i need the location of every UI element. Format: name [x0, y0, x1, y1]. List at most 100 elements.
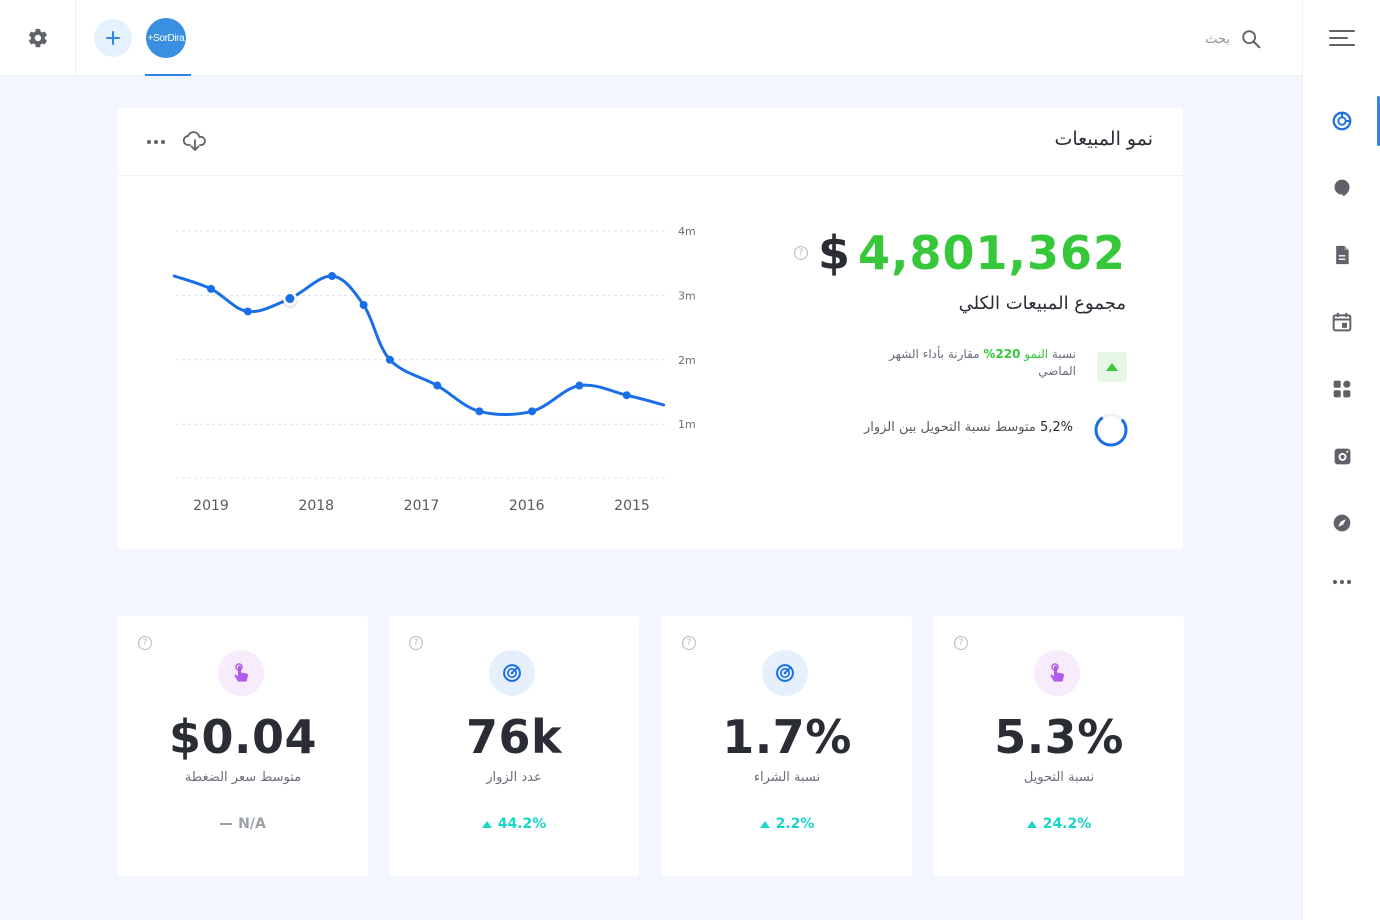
search-box [1196, 22, 1276, 56]
touch-icon [234, 663, 249, 682]
growth-prefix: نسبة [1051, 347, 1076, 361]
document-icon [1336, 245, 1349, 265]
stat-icon-badge [218, 650, 264, 696]
radar-icon [776, 664, 794, 682]
calendar-icon [1332, 312, 1352, 332]
dash-icon [220, 823, 233, 825]
help-icon[interactable]: ? [138, 636, 152, 650]
sales-card-header: نمو المبيعات [118, 108, 1183, 176]
brand-tab[interactable]: +SorDira [145, 17, 191, 76]
stat-label: عدد الزوار [486, 770, 542, 785]
data-point[interactable] [207, 284, 215, 293]
stat-change-value: N/A [238, 816, 266, 832]
cloud-download-button[interactable] [182, 128, 208, 154]
triangle-up-icon [759, 820, 770, 828]
sales-chart-svg: 4m 3m 2m 1m 2019 2018 2017 2016 2015 [172, 225, 696, 514]
highlighted-data-point[interactable] [285, 294, 295, 304]
search-input[interactable] [1196, 24, 1240, 54]
sidebar-item-explore[interactable] [1322, 503, 1362, 543]
sidebar-item-more[interactable] [1322, 562, 1362, 602]
data-point[interactable] [475, 407, 484, 416]
stat-change: 44.2% [389, 816, 639, 832]
compass-icon [1333, 514, 1351, 532]
add-button[interactable] [94, 19, 132, 57]
data-point[interactable] [385, 355, 394, 364]
top-bar: +SorDira [0, 0, 1302, 76]
gear-icon [28, 28, 47, 48]
y-tick-label: 3m [678, 289, 696, 302]
stat-label: نسبة التحويل [1023, 770, 1095, 785]
growth-up-badge [1097, 352, 1127, 382]
stat-card-purchase-rate: ? 1.7% نسبة الشراء 2.2% [662, 616, 912, 876]
sales-growth-card: نمو المبيعات 4m 3m 2m 1m 2019 2018 2017 2016 201… [118, 108, 1183, 549]
data-point[interactable] [328, 272, 337, 280]
x-tick-label: 2019 [193, 498, 229, 514]
stat-change: 2.2% [662, 816, 912, 832]
total-sales-currency: $ [817, 226, 850, 280]
progress-ring-icon [1094, 413, 1128, 447]
sidebar-item-camera[interactable] [1322, 436, 1362, 476]
conversion-rate-text: 5,2% متوسط نسبة التحويل بين الزوار [864, 420, 1073, 435]
menu-button[interactable] [1328, 26, 1356, 50]
x-tick-label: 2017 [404, 498, 440, 514]
stat-value: 5.3% [994, 710, 1124, 764]
growth-suffix: مقارنة بأداء الشهر الماضي [889, 347, 1076, 378]
triangle-up-icon [1106, 363, 1118, 371]
card-more-button[interactable] [144, 130, 168, 154]
more-dots-icon [1332, 579, 1352, 585]
sidebar-item-calendar[interactable] [1322, 302, 1362, 342]
help-icon[interactable]: ? [793, 246, 808, 260]
help-icon[interactable]: ? [682, 636, 696, 650]
brand-tab-underline [145, 74, 191, 76]
y-tick-label: 4m [678, 225, 696, 238]
sales-series-line [172, 274, 666, 417]
total-sales-label: مجموع المبيعات الكلي [958, 293, 1126, 314]
search-icon[interactable] [1240, 28, 1262, 50]
settings-button[interactable] [0, 0, 76, 76]
growth-highlight-value: 220% [983, 347, 1021, 361]
stat-icon-badge [762, 650, 808, 696]
sales-card-title: نمو المبيعات [1054, 128, 1154, 150]
x-tick-label: 2018 [298, 498, 334, 514]
stat-change: N/A [118, 816, 368, 832]
y-tick-label: 2m [678, 354, 696, 367]
stat-value: 1.7% [722, 710, 852, 764]
growth-rate-row: نسبة النمو 220% مقارنة بأداء الشهر الماض… [827, 345, 1137, 385]
analytics-icon [1332, 111, 1352, 131]
sidebar-item-widgets[interactable] [1322, 369, 1362, 409]
data-point[interactable] [528, 407, 537, 416]
y-tick-label: 1m [678, 418, 696, 431]
sidebar-active-indicator [1377, 96, 1380, 146]
stat-card-visitors: ? 76k عدد الزوار 44.2% [389, 616, 639, 876]
conversion-rate-label: متوسط نسبة التحويل بين الزوار [863, 420, 1036, 435]
sales-line-chart: 4m 3m 2m 1m 2019 2018 2017 2016 2015 [168, 218, 728, 514]
total-sales: ? $ 4,801,362 [793, 226, 1126, 280]
help-icon[interactable]: ? [409, 636, 423, 650]
stat-change: 24.2% [934, 816, 1184, 832]
stat-change-value: 44.2% [497, 816, 547, 832]
stat-value: 76k [465, 710, 563, 764]
data-point[interactable] [433, 381, 442, 390]
data-point[interactable] [622, 391, 631, 400]
widgets-icon [1333, 380, 1351, 398]
data-point[interactable] [243, 307, 252, 316]
brand-logo: +SorDira [146, 18, 186, 58]
data-point[interactable] [575, 381, 584, 390]
chat-bubble-icon [1334, 179, 1350, 197]
sidebar-item-chat[interactable] [1322, 168, 1362, 208]
help-icon[interactable]: ? [954, 636, 968, 650]
stat-card-cost-per-click: ? $0.04 متوسط سعر الضغطة N/A [118, 616, 368, 876]
cloud-download-icon [183, 131, 206, 151]
total-sales-value: 4,801,362 [858, 226, 1126, 280]
data-point[interactable] [359, 301, 368, 309]
sidebar-item-analytics[interactable] [1322, 101, 1362, 141]
more-dots-icon [147, 140, 165, 144]
growth-highlight-word: النمو [1024, 347, 1049, 361]
triangle-up-icon [1026, 820, 1037, 828]
stat-change-value: 24.2% [1042, 816, 1092, 832]
x-tick-label: 2015 [614, 498, 650, 514]
stat-icon-badge [489, 650, 535, 696]
stat-value: $0.04 [168, 710, 317, 764]
sidebar-item-documents[interactable] [1322, 235, 1362, 275]
stat-label: نسبة الشراء [753, 770, 821, 785]
